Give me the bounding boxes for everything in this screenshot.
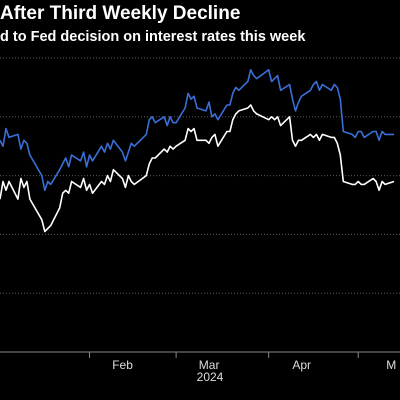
x-tick-label: Apr (292, 358, 311, 372)
x-year-label: 2024 (197, 370, 224, 384)
series-line-1 (0, 69, 394, 192)
gridlines (0, 57, 400, 294)
series-layer (0, 69, 395, 233)
x-axis: Feb Mar Apr M 2024 (0, 351, 400, 384)
chart-subtitle: d to Fed decision on interest rates this… (0, 29, 306, 45)
chart-title: After Third Weekly Decline (0, 3, 241, 24)
series-line-2 (0, 104, 395, 233)
x-tick-label: Mar (199, 358, 220, 372)
x-tick-label: Feb (112, 358, 133, 372)
x-tick-label: M (386, 358, 396, 372)
